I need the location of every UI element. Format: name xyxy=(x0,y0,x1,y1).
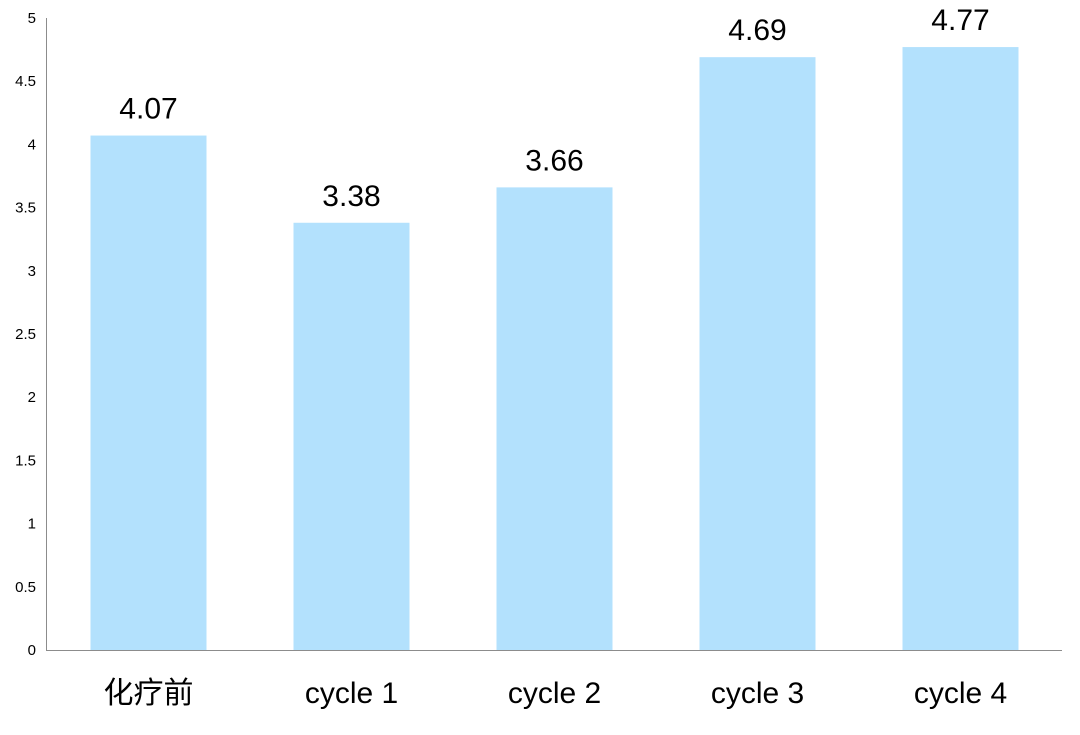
x-category-label: cycle 2 xyxy=(508,677,601,710)
data-label: 4.69 xyxy=(728,14,786,47)
y-tick-label: 3 xyxy=(28,263,36,280)
x-category-label: 化疗前 xyxy=(104,677,194,710)
x-category-label: cycle 4 xyxy=(914,677,1007,710)
y-tick-label: 1.5 xyxy=(15,452,36,469)
bar xyxy=(293,222,410,650)
y-tick-label: 5 xyxy=(28,10,36,27)
bar xyxy=(699,57,816,650)
y-tick-label: 2 xyxy=(28,389,36,406)
y-tick-label: 4.5 xyxy=(15,73,36,90)
category-labels: 化疗前 cycle 1 cycle 2 cycle 3 cycle 4 xyxy=(104,677,1008,710)
data-label: 4.07 xyxy=(119,93,177,126)
y-tick-label: 0.5 xyxy=(15,579,36,596)
bar xyxy=(902,47,1019,650)
x-category-label: cycle 1 xyxy=(305,677,398,710)
y-tick-labels: 0 0.5 1 1.5 2 2.5 3 3.5 4 4.5 5 xyxy=(15,10,36,659)
y-tick-label: 1 xyxy=(28,516,36,533)
data-label: 3.66 xyxy=(525,144,583,177)
data-label: 3.38 xyxy=(322,180,380,213)
y-tick-label: 4 xyxy=(28,136,36,153)
y-tick-label: 0 xyxy=(28,642,36,659)
x-category-label: cycle 3 xyxy=(711,677,804,710)
y-tick-label: 3.5 xyxy=(15,200,36,217)
data-labels: 4.07 3.38 3.66 4.69 4.77 xyxy=(119,4,989,213)
bar xyxy=(496,187,613,650)
y-tick-label: 2.5 xyxy=(15,326,36,343)
data-label: 4.77 xyxy=(931,4,989,37)
bars xyxy=(90,47,1019,650)
bar xyxy=(90,135,207,650)
